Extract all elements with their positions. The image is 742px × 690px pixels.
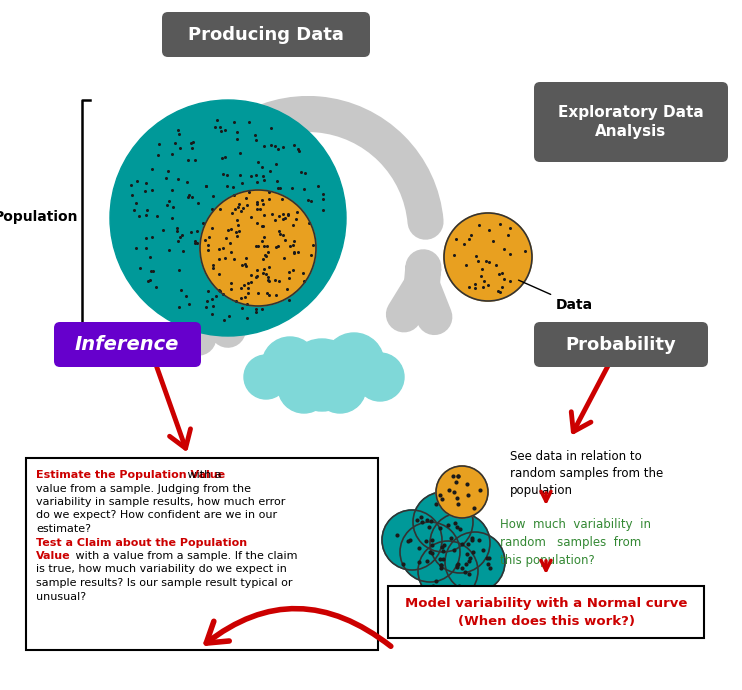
Circle shape: [200, 190, 316, 306]
Text: See data in relation to
random samples from the
population: See data in relation to random samples f…: [510, 450, 663, 497]
Text: Value: Value: [36, 551, 70, 561]
Text: Test a Claim about the Population: Test a Claim about the Population: [36, 538, 247, 547]
FancyArrowPatch shape: [571, 364, 608, 432]
FancyBboxPatch shape: [388, 586, 704, 638]
Circle shape: [314, 361, 366, 413]
Circle shape: [436, 466, 488, 518]
Circle shape: [430, 513, 490, 573]
Circle shape: [110, 100, 346, 336]
Text: Producing Data: Producing Data: [188, 26, 344, 44]
Text: Exploratory Data
Analysis: Exploratory Data Analysis: [558, 105, 704, 139]
Text: is true, how much variability do we expect in: is true, how much variability do we expe…: [36, 564, 287, 575]
Text: unusual?: unusual?: [36, 591, 86, 602]
Circle shape: [262, 337, 318, 393]
Text: How  much  variability  in
random   samples  from
this population?: How much variability in random samples f…: [500, 518, 651, 567]
Text: with a: with a: [184, 470, 222, 480]
Text: value from a sample. Judging from the: value from a sample. Judging from the: [36, 484, 251, 493]
Circle shape: [324, 333, 384, 393]
FancyBboxPatch shape: [162, 12, 370, 57]
Circle shape: [244, 355, 288, 399]
FancyBboxPatch shape: [534, 322, 708, 367]
FancyArrowPatch shape: [206, 609, 391, 647]
Circle shape: [286, 339, 358, 411]
FancyBboxPatch shape: [54, 322, 201, 367]
Circle shape: [382, 510, 442, 570]
Text: Inference: Inference: [75, 335, 179, 355]
Text: Model variability with a Normal curve
(When does this work?): Model variability with a Normal curve (W…: [405, 596, 687, 627]
Text: sample results? Is our sample result typical or: sample results? Is our sample result typ…: [36, 578, 292, 588]
Circle shape: [413, 492, 473, 552]
Circle shape: [444, 213, 532, 301]
Text: variability in sample results, how much error: variability in sample results, how much …: [36, 497, 286, 507]
FancyBboxPatch shape: [26, 458, 378, 650]
Circle shape: [418, 541, 478, 601]
Text: estimate?: estimate?: [36, 524, 91, 534]
Circle shape: [445, 532, 505, 592]
Text: Probability: Probability: [565, 336, 677, 354]
FancyArrowPatch shape: [156, 364, 191, 448]
Text: Estimate the Population Value: Estimate the Population Value: [36, 470, 225, 480]
Circle shape: [356, 353, 404, 401]
Circle shape: [278, 361, 330, 413]
Text: with a value from a sample. If the claim: with a value from a sample. If the claim: [72, 551, 298, 561]
FancyBboxPatch shape: [534, 82, 728, 162]
Text: do we expect? How confident are we in our: do we expect? How confident are we in ou…: [36, 511, 277, 520]
Text: Population: Population: [0, 210, 78, 224]
Circle shape: [400, 522, 460, 582]
Text: Data: Data: [519, 280, 593, 312]
